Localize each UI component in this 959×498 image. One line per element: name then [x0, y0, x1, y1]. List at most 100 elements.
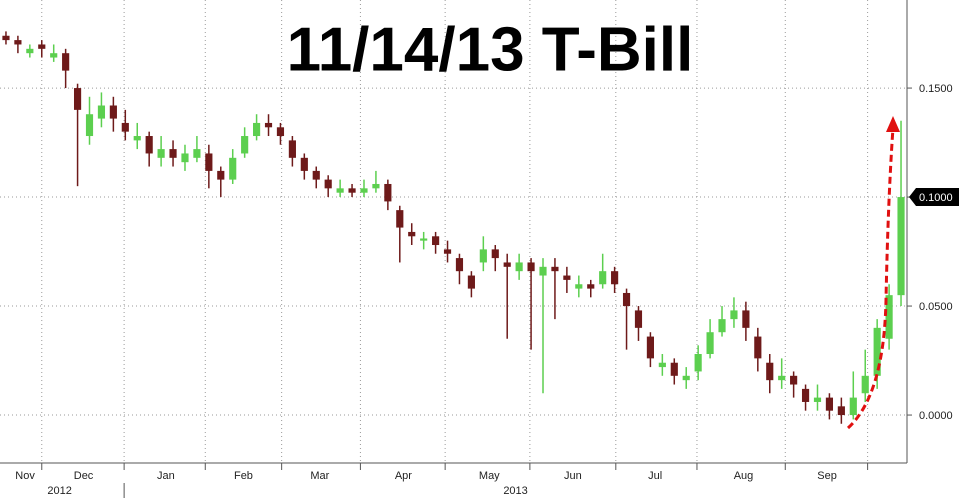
candle-body — [455, 258, 464, 272]
y-tick-label: 0.0500 — [919, 301, 953, 313]
candle-body — [587, 284, 595, 289]
x-tick-label: Aug — [734, 470, 754, 482]
candle-body — [682, 375, 690, 381]
candle-body — [467, 275, 475, 289]
candle-body — [622, 292, 631, 307]
candle-body — [718, 319, 726, 333]
candle-body — [2, 35, 10, 41]
x-tick-label: Jan — [157, 470, 175, 482]
x-tick-label: Nov — [15, 470, 35, 482]
candle-body — [26, 48, 34, 54]
candle-body — [73, 88, 82, 110]
arrow-path — [846, 127, 895, 430]
candle-body — [885, 295, 893, 339]
candle-body — [217, 170, 225, 180]
candle-body — [384, 183, 392, 202]
x-tick-label: Sep — [817, 470, 837, 482]
candle-body — [264, 122, 273, 128]
candle-body — [121, 122, 129, 132]
candle-body — [790, 375, 798, 385]
candle-body — [169, 149, 177, 158]
candle-body — [133, 136, 141, 141]
year-label: 2013 — [503, 485, 527, 497]
candle-body — [396, 210, 404, 228]
candle-body — [193, 149, 201, 158]
x-tick-label: Jun — [564, 470, 582, 482]
candle-body — [300, 157, 308, 171]
candle-body — [62, 53, 70, 71]
candle-body — [766, 362, 774, 381]
x-tick-label: Dec — [74, 470, 94, 482]
x-tick-label: Jul — [648, 470, 662, 482]
y-tick-label: 0.0000 — [919, 410, 953, 422]
candle-body — [312, 170, 320, 180]
y-tick-label: 0.1000 — [919, 192, 953, 204]
candle-body — [754, 336, 762, 359]
candle-body — [372, 183, 380, 189]
candle-body — [97, 105, 106, 119]
candle-body — [38, 44, 46, 49]
candle-body — [861, 375, 869, 394]
candle-body — [694, 354, 702, 372]
candle-body — [503, 262, 511, 267]
arrow-annotation — [846, 116, 900, 430]
candle-body — [837, 406, 845, 416]
axes: 0.0000 0.0500 0.1000 0.1500 Nov Dec Jan Feb Mar A… — [15, 83, 959, 498]
candle-body — [360, 188, 368, 193]
y-tick-label: 0.1500 — [919, 83, 953, 95]
x-tick-label: Feb — [234, 470, 253, 482]
year-label: 2012 — [47, 485, 71, 497]
candle-body — [181, 153, 189, 163]
candle-body — [432, 236, 440, 246]
candles — [2, 31, 905, 424]
candle-body — [634, 310, 643, 328]
candle-body — [50, 53, 58, 58]
candle-body — [288, 140, 296, 158]
candle-body — [14, 40, 22, 45]
candle-body — [801, 388, 810, 402]
candle-body — [420, 238, 428, 241]
candle-body — [849, 397, 857, 416]
candle-body — [479, 249, 487, 263]
candle-body — [515, 262, 523, 272]
candle-body — [670, 362, 678, 376]
candle-body — [276, 127, 285, 137]
arrow-head — [886, 116, 900, 132]
x-tick-label: Mar — [310, 470, 329, 482]
candle-body — [85, 114, 94, 137]
candle-body — [157, 149, 165, 158]
candle-body — [778, 375, 786, 381]
candle-body — [873, 327, 881, 376]
candle-body — [109, 105, 117, 119]
candle-body — [348, 188, 356, 193]
candle-body — [336, 188, 344, 193]
candle-body — [825, 397, 834, 411]
candle-body — [408, 231, 416, 237]
candle-body — [551, 266, 559, 272]
candle-body — [253, 122, 261, 137]
candle-body — [324, 179, 332, 189]
chart-title: 11/14/13 T-Bill — [287, 15, 694, 84]
candle-body — [229, 157, 237, 180]
candle-body — [563, 275, 571, 280]
candle-body — [539, 266, 547, 276]
candle-body — [491, 249, 499, 259]
x-tick-label: May — [479, 470, 500, 482]
candle-body — [611, 271, 619, 285]
candle-body — [658, 362, 666, 368]
candle-body — [443, 249, 452, 254]
last-value-box — [909, 188, 959, 207]
candle-body — [706, 332, 714, 355]
candle-body — [145, 136, 153, 154]
candle-body — [599, 271, 607, 285]
candle-body — [813, 397, 822, 402]
candle-body — [730, 310, 738, 320]
candle-body — [646, 336, 654, 359]
candle-body — [241, 136, 249, 154]
candle-body — [575, 284, 583, 289]
x-tick-label: Apr — [395, 470, 412, 482]
candle-body — [205, 153, 213, 171]
candle-body — [742, 310, 750, 328]
